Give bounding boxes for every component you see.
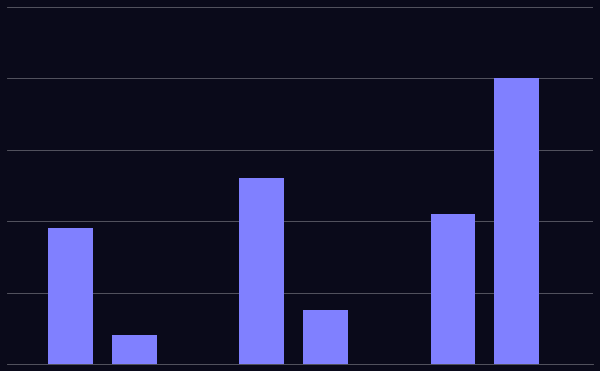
Bar (49, 229, 93, 364)
Bar (303, 311, 348, 364)
Bar (239, 178, 284, 364)
Bar (431, 214, 475, 364)
Bar (112, 335, 157, 364)
Bar (494, 78, 539, 364)
